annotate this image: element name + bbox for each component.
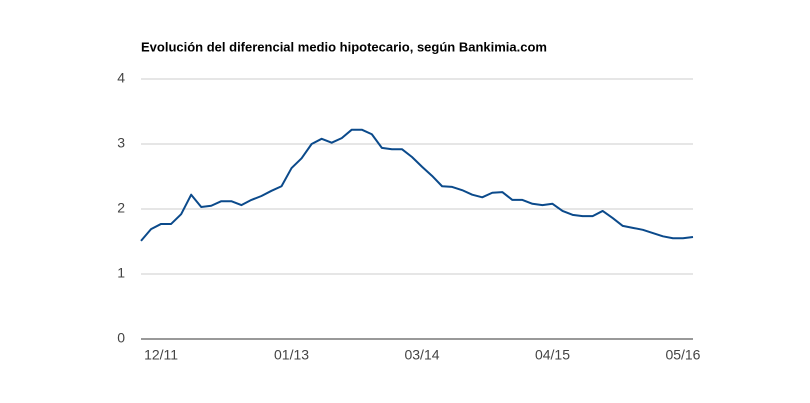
chart-title: Evolución del diferencial medio hipoteca… [141, 39, 547, 54]
y-tick-label: 2 [117, 200, 125, 216]
y-tick-label: 3 [117, 135, 125, 151]
x-tick-label: 05/16 [665, 347, 700, 363]
y-tick-label: 0 [117, 330, 125, 346]
x-tick-label: 12/11 [144, 347, 178, 363]
x-tick-label: 03/14 [404, 347, 439, 363]
y-tick-label: 1 [117, 265, 125, 281]
y-tick-label: 4 [117, 70, 125, 86]
x-tick-label: 04/15 [535, 347, 570, 363]
x-tick-label: 01/13 [274, 347, 309, 363]
data-line [140, 128, 694, 242]
